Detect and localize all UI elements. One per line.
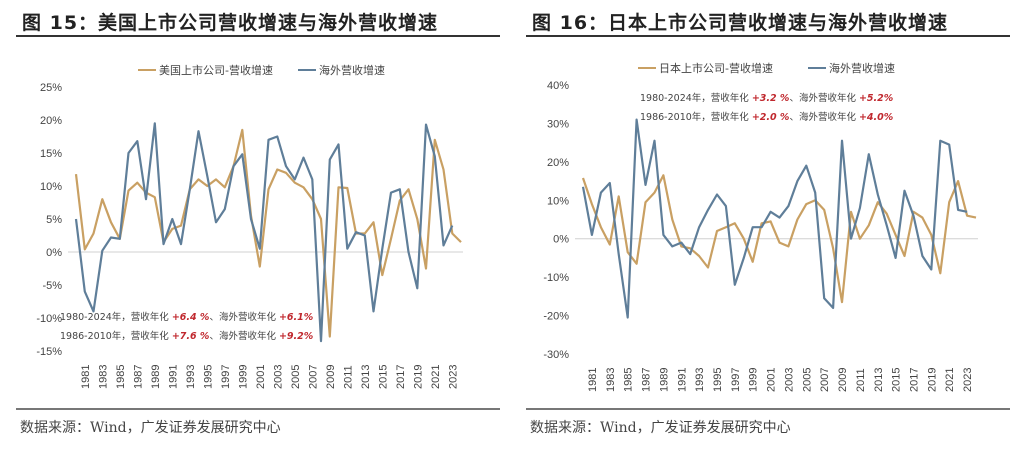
x-tick-label: 1985 (115, 365, 127, 389)
x-tick-label: 2009 (325, 365, 337, 389)
y-tick-label: 40% (547, 80, 569, 92)
y-tick-label: 10% (40, 181, 62, 193)
y-tick-label: 10% (547, 195, 569, 207)
x-tick-label: 1993 (694, 368, 706, 392)
data-source: 数据来源：Wind，广发证券发展研究中心 (530, 420, 791, 436)
y-tick-label: -30% (543, 349, 569, 361)
y-tick-label: 15% (40, 148, 62, 160)
x-tick-label: 1989 (150, 365, 162, 389)
y-tick-label: 0% (553, 234, 569, 246)
x-tick-label: 1991 (676, 368, 688, 392)
y-tick-label: -20% (543, 311, 569, 323)
annotation-text: 1986-2010年，营收年化 +2.0 %、海外营收年化 +4.0% (640, 111, 893, 123)
x-tick-label: 2001 (766, 368, 778, 392)
x-tick-label: 2023 (962, 368, 974, 392)
x-tick-label: 2017 (908, 368, 920, 392)
x-tick-label: 1995 (202, 365, 214, 389)
legend-label: 日本上市公司-营收增速 (659, 61, 773, 75)
annotation-text: 1986-2010年，营收年化 +7.6 %、海外营收年化 +9.2% (60, 330, 313, 342)
x-tick-label: 2019 (926, 368, 938, 392)
x-tick-label: 1997 (220, 365, 232, 389)
x-tick-label: 1981 (587, 368, 599, 392)
x-tick-label: 2011 (342, 365, 354, 389)
title-divider (526, 35, 1010, 37)
y-tick-label: -10% (543, 272, 569, 284)
y-tick-label: 30% (547, 118, 569, 130)
x-tick-label: 1999 (748, 368, 760, 392)
x-tick-label: 1999 (237, 365, 249, 389)
annotation-text: 1980-2024年，营收年化 +6.4 %、海外营收年化 +6.1% (60, 311, 313, 323)
x-tick-label: 1989 (658, 368, 670, 392)
series-line-revenue (581, 174, 977, 304)
figure-15-panel: 图 15：美国上市公司营收增速与海外营收增速 25% 20% 15% 10% 5% 0% -… (8, 0, 508, 449)
y-tick-label: -15% (36, 346, 62, 358)
x-tick-label: 2015 (377, 365, 389, 389)
x-tick-label: 2005 (801, 368, 813, 392)
data-source: 数据来源：Wind，广发证券发展研究中心 (20, 420, 281, 436)
y-tick-label: -10% (36, 313, 62, 325)
x-tick-label: 2021 (944, 368, 956, 392)
x-tick-label: 2007 (307, 365, 319, 389)
source-divider (16, 408, 500, 410)
x-tick-label: 1983 (97, 365, 109, 389)
legend-label: 美国上市公司-营收增速 (159, 63, 273, 77)
x-tick-label: 2019 (412, 365, 424, 389)
x-tick-label: 2001 (255, 365, 267, 389)
x-tick-label: 2005 (290, 365, 302, 389)
y-tick-label: 5% (46, 214, 62, 226)
x-tick-label: 2007 (819, 368, 831, 392)
x-tick-label: 1993 (185, 365, 197, 389)
figure-16-panel: 图 16：日本上市公司营收增速与海外营收增速 40% 30% 20% 10% 0% -10… (518, 0, 1018, 449)
x-tick-label: 1995 (712, 368, 724, 392)
x-tick-label: 2015 (891, 368, 903, 392)
x-tick-label: 2003 (783, 368, 795, 392)
x-tick-label: 2003 (272, 365, 284, 389)
x-tick-label: 1991 (167, 365, 179, 389)
series-line-overseas (74, 122, 454, 343)
x-tick-label: 1983 (605, 368, 617, 392)
japan-revenue-chart: 40% 30% 20% 10% 0% -10% -20% -30% 1981 1983 1985 19… (543, 61, 978, 392)
y-tick-label: 20% (547, 157, 569, 169)
source-divider (526, 408, 1010, 410)
y-tick-label: 0% (46, 247, 62, 259)
x-tick-label: 2009 (837, 368, 849, 392)
x-tick-label: 1985 (623, 368, 635, 392)
annotation-text: 1980-2024年，营收年化 +3.2 %、海外营收年化 +5.2% (640, 92, 893, 104)
x-tick-label: 2013 (873, 368, 885, 392)
x-tick-label: 2023 (447, 365, 459, 389)
x-tick-label: 2013 (360, 365, 372, 389)
x-tick-label: 1981 (80, 365, 92, 389)
series-line-overseas (581, 118, 968, 319)
series-line-revenue (74, 128, 462, 338)
x-tick-label: 2017 (395, 365, 407, 389)
x-tick-label: 1997 (730, 368, 742, 392)
x-tick-label: 2021 (430, 365, 442, 389)
x-tick-label: 2011 (855, 368, 867, 392)
title-divider (16, 35, 500, 37)
x-tick-label: 1987 (641, 368, 653, 392)
y-tick-label: 25% (40, 82, 62, 94)
y-tick-label: 20% (40, 115, 62, 127)
legend-label: 海外营收增速 (319, 63, 385, 77)
figure-title: 图 16：日本上市公司营收增速与海外营收增速 (532, 12, 949, 34)
legend-label: 海外营收增速 (829, 61, 895, 75)
x-tick-label: 1987 (132, 365, 144, 389)
figure-title: 图 15：美国上市公司营收增速与海外营收增速 (22, 12, 439, 34)
y-tick-label: -5% (42, 280, 62, 292)
us-revenue-chart: 25% 20% 15% 10% 5% 0% -5% -10% -15% 1981 1983 1985 1… (36, 63, 463, 389)
